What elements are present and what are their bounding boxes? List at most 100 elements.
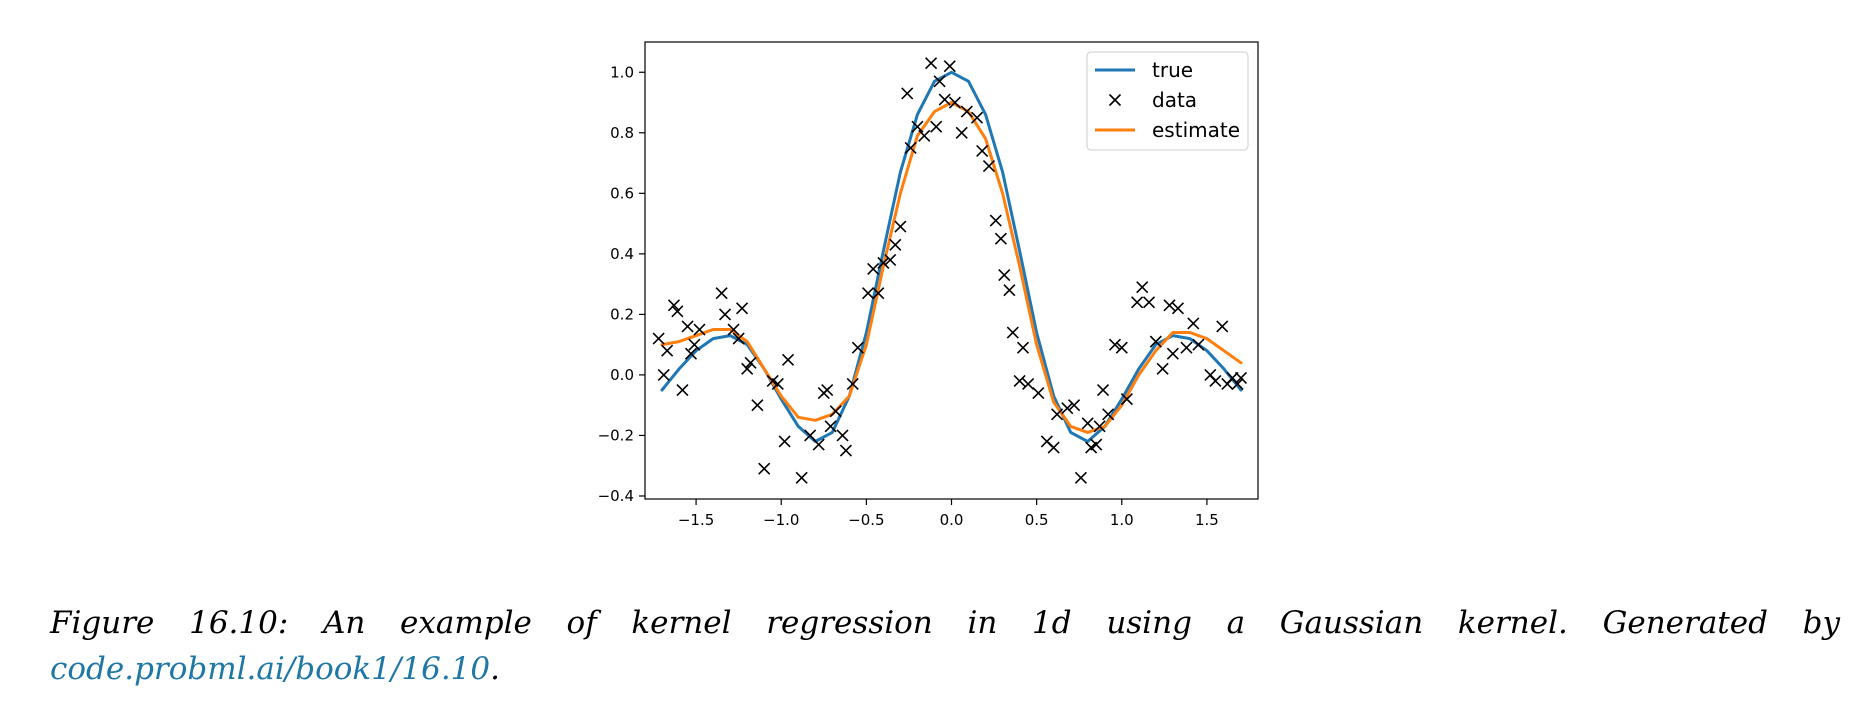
y-tick-label: 0.0 <box>610 366 634 384</box>
data-point <box>976 144 989 158</box>
data-point <box>667 299 681 312</box>
data-point <box>751 399 764 412</box>
data-point <box>1209 374 1222 388</box>
data-point <box>846 377 859 391</box>
data-point <box>821 383 834 397</box>
legend-label-estimate: estimate <box>1152 118 1240 142</box>
y-tick-label: 0.6 <box>610 184 634 202</box>
data-point <box>960 105 973 118</box>
y-tick-label: 0.2 <box>610 305 634 323</box>
data-point <box>1068 399 1081 412</box>
caption-word: by <box>1802 605 1840 641</box>
data-point <box>693 323 706 336</box>
data-point <box>1061 402 1074 415</box>
data-point <box>884 253 897 266</box>
data-point <box>904 141 917 154</box>
data-point <box>1120 393 1133 406</box>
data-point <box>930 120 943 133</box>
data-point <box>938 93 951 106</box>
data-point <box>1136 281 1149 294</box>
data-point <box>829 405 842 418</box>
data-point <box>812 438 825 451</box>
caption-link[interactable]: code.probml.ai/book1/16.10 <box>50 651 491 687</box>
data-point <box>1006 326 1019 339</box>
data-point <box>911 120 924 133</box>
data-point <box>1142 296 1156 309</box>
legend-box <box>1086 51 1249 151</box>
data-point <box>894 220 907 233</box>
caption-word: regression <box>766 605 933 641</box>
data-point <box>661 344 674 357</box>
data-point <box>877 256 890 269</box>
data-point <box>1090 438 1103 451</box>
y-tick-label: 1.0 <box>610 63 634 81</box>
data-point <box>676 383 689 397</box>
data-point <box>918 129 931 142</box>
data-point <box>1074 471 1087 484</box>
data-point <box>861 287 875 300</box>
data-point <box>1192 338 1205 351</box>
data-point <box>1156 362 1169 375</box>
data-point <box>836 429 849 442</box>
data-point <box>901 87 914 100</box>
legend-label-true: true <box>1152 58 1193 82</box>
data-point <box>933 75 946 88</box>
data-point <box>735 302 749 315</box>
caption-word: in <box>967 605 998 641</box>
data-point <box>982 160 996 173</box>
data-point <box>652 332 665 345</box>
data-point <box>1003 284 1016 297</box>
data-point <box>1166 347 1179 360</box>
data-point <box>671 305 684 318</box>
x-tick-label: 1.5 <box>1195 511 1219 529</box>
data-point <box>851 341 864 354</box>
data-point <box>1047 441 1060 454</box>
data-point <box>781 353 795 366</box>
data-point <box>684 347 698 360</box>
data-point <box>1171 302 1185 315</box>
y-tick-label: 0.8 <box>610 124 634 142</box>
data-point <box>839 444 852 457</box>
data-point <box>1032 387 1045 400</box>
kernel-regression-chart: −1.5 −1.0 −0.5 0.0 0.5 1.0 1.5 −0.4 −0.2 0.0 0.2 0… <box>598 41 1259 529</box>
data-point <box>758 462 771 475</box>
caption-word: example <box>400 605 532 641</box>
caption-word: An <box>322 605 366 641</box>
data-point <box>970 111 984 124</box>
y-tick-label: 0.4 <box>610 245 634 263</box>
data-point <box>727 323 740 336</box>
x-tick-label: −0.5 <box>848 511 884 529</box>
caption-word: of <box>566 605 597 641</box>
data-point <box>1234 371 1248 385</box>
data-point <box>925 57 938 70</box>
data-point <box>795 471 808 484</box>
data-point <box>1149 335 1162 348</box>
data-point <box>1108 338 1122 351</box>
caption-line-1: Figure 16.10: An example of kernel regression i… <box>50 600 1840 646</box>
data-point <box>744 356 757 369</box>
data-point <box>998 268 1011 282</box>
caption-word: Figure <box>50 605 155 641</box>
x-tick-label: 1.0 <box>1110 511 1134 529</box>
data-point <box>681 320 694 333</box>
data-point <box>771 377 784 391</box>
data-point <box>1093 420 1106 433</box>
data-point <box>1096 383 1110 397</box>
data-point <box>994 232 1007 245</box>
x-tick-label: −1.5 <box>678 511 714 529</box>
caption-word: a <box>1226 605 1246 641</box>
caption-word: Generated <box>1602 605 1768 641</box>
data-point <box>741 362 754 375</box>
data-point <box>1163 299 1176 312</box>
data-point <box>1187 317 1200 330</box>
data-point <box>1115 341 1128 354</box>
data-point <box>1081 417 1094 430</box>
data-point <box>955 126 968 139</box>
y-tick-label: −0.4 <box>598 487 634 505</box>
caption-word: kernel. <box>1457 605 1568 641</box>
caption-word: 16.10: <box>189 605 289 641</box>
data-point <box>1016 341 1030 354</box>
data-point <box>943 60 956 73</box>
caption-word: using <box>1106 605 1192 641</box>
data-point <box>867 262 880 276</box>
